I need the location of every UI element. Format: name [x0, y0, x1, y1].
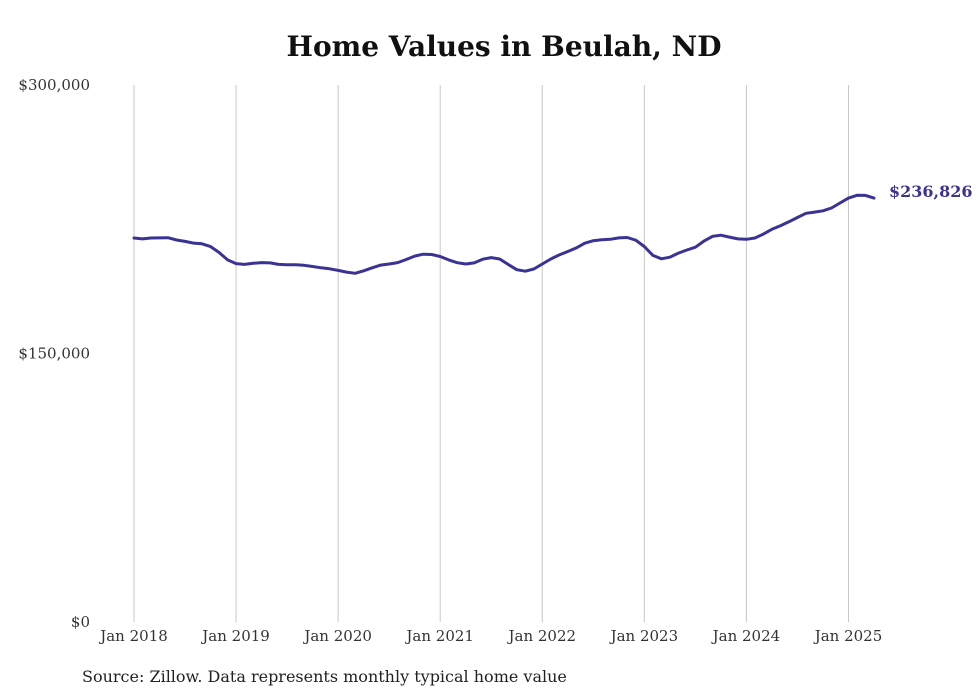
grid-lines [133, 85, 849, 622]
series-layer: $236,826 [132, 182, 973, 275]
x-tick-label: Jan 2022 [506, 627, 576, 645]
source-note: Source: Zillow. Data represents monthly … [82, 667, 567, 686]
chart-title: Home Values in Beulah, ND [286, 30, 722, 63]
y-axis-ticks: $0 $150,000 $300,000 [18, 76, 90, 631]
series-line [132, 193, 876, 275]
x-tick-label: Jan 2021 [404, 627, 474, 645]
x-tick-label: Jan 2023 [609, 627, 679, 645]
y-tick-label: $300,000 [18, 76, 90, 94]
y-tick-label: $150,000 [18, 345, 90, 363]
x-tick-label: Jan 2020 [302, 627, 372, 645]
x-tick-label: Jan 2019 [200, 627, 270, 645]
y-tick-label: $0 [71, 613, 90, 631]
x-tick-label: Jan 2024 [711, 627, 781, 645]
series-end-label: $236,826 [889, 182, 973, 201]
x-tick-label: Jan 2018 [98, 627, 168, 645]
x-tick-label: Jan 2025 [813, 627, 883, 645]
x-axis-ticks: Jan 2018 Jan 2019 Jan 2020 Jan 2021 Jan 2022… [98, 627, 882, 645]
